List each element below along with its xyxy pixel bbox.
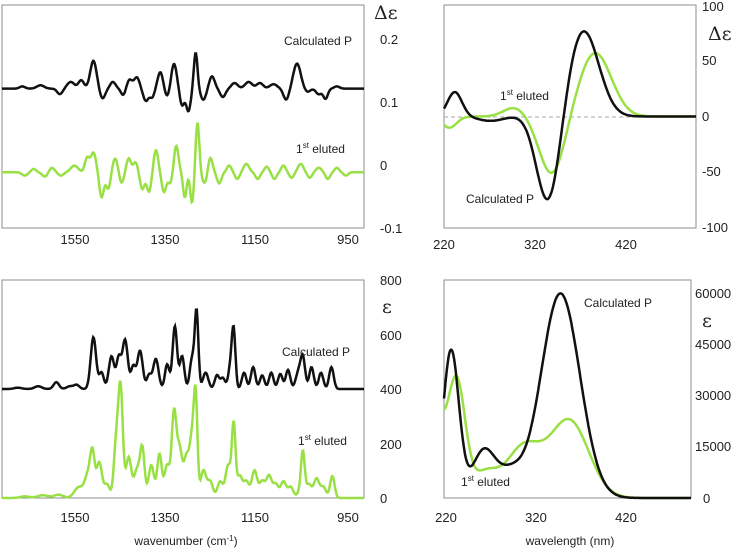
ecd-y-tick-2: 50 [702, 53, 716, 68]
ir-x-label-end: ) [234, 534, 238, 548]
vcd-eluted-line [2, 122, 364, 205]
ecd-eluted-label: 1st eluted [500, 88, 549, 103]
ir-eluted-num: 1 [298, 434, 305, 448]
ir-y-tick-3: 400 [380, 382, 402, 397]
uv-y-tick-1: 60000 [695, 286, 731, 301]
uv-y-tick-5: 0 [703, 491, 710, 506]
vcd-x-tick-2: 1350 [151, 232, 180, 247]
vcd-eluted-label: 1st eluted [296, 141, 345, 156]
ecd-x-tick-3: 420 [615, 237, 637, 252]
uv-x-tick-2: 320 [525, 510, 547, 525]
uv-eluted-sup: st [468, 474, 475, 483]
ecd-calculated-line [442, 30, 696, 201]
vcd-x-tick-4: 950 [337, 232, 359, 247]
vcd-x-tick-3: 1150 [241, 232, 269, 247]
ir-calculated-line [2, 308, 364, 391]
uv-y-tick-4: 15000 [695, 439, 731, 454]
ecd-panel: 100 50 0 -50 -100 Δε 220 320 420 1st elu… [433, 0, 731, 252]
uv-x-tick-1: 220 [435, 510, 457, 525]
uv-x-tick-3: 420 [615, 510, 637, 525]
ir-eluted-sup: st [305, 433, 312, 442]
vcd-calculated-label: Calculated P [284, 34, 352, 48]
ir-x-label-main: wavenumber (cm [133, 534, 226, 548]
ir-x-tick-1: 1550 [61, 510, 90, 525]
vcd-y-tick-4: -0.1 [380, 221, 402, 236]
ecd-calculated-label: Calculated P [466, 192, 534, 206]
ir-y-tick-5: 0 [380, 491, 387, 506]
ecd-y-tick-3: 0 [702, 109, 709, 124]
vcd-panel: 0.2 0.1 0 -0.1 Δε 1550 1350 1150 950 Cal… [1, 2, 402, 247]
vcd-x-tick-1: 1550 [61, 232, 90, 247]
uv-panel: 60000 45000 30000 15000 0 ε 220 320 420 … [435, 279, 731, 548]
ecd-y-tick-4: -50 [702, 164, 721, 179]
uv-eluted-label: 1st eluted [461, 474, 510, 489]
uv-calculated-label: Calculated P [584, 296, 652, 310]
ir-eluted-rest: eluted [311, 434, 347, 448]
uv-calculated-line [442, 292, 691, 500]
ecd-x-tick-2: 320 [524, 237, 546, 252]
vcd-eluted-rest: eluted [309, 142, 345, 156]
uv-eluted-rest: eluted [474, 475, 510, 489]
vcd-eluted-num: 1 [296, 142, 303, 156]
uv-y-tick-2: 45000 [695, 337, 731, 352]
uv-frame [443, 279, 692, 499]
ecd-eluted-num: 1 [500, 89, 507, 103]
ecd-y-tick-1: 100 [702, 0, 724, 14]
ir-calculated-label: Calculated P [282, 345, 350, 359]
uv-y-label: ε [702, 310, 712, 332]
uv-x-label: wavelength (nm) [525, 534, 615, 548]
vcd-eluted-sup: st [303, 141, 310, 150]
vcd-y-tick-2: 0.1 [380, 95, 398, 110]
ir-frame [1, 279, 365, 499]
vcd-y-tick-3: 0 [380, 158, 387, 173]
vcd-y-tick-1: 0.2 [380, 32, 398, 47]
vcd-calculated-line [2, 52, 364, 113]
ir-x-tick-2: 1350 [151, 510, 180, 525]
ir-eluted-line [2, 380, 364, 500]
ecd-eluted-rest: eluted [513, 89, 549, 103]
ir-y-label: ε [382, 296, 392, 318]
ir-x-tick-4: 950 [337, 510, 359, 525]
ir-x-tick-3: 1150 [241, 510, 269, 525]
ecd-y-label: Δε [708, 23, 732, 45]
ir-y-tick-1: 800 [380, 273, 402, 288]
ecd-y-tick-5: -100 [702, 220, 728, 235]
ir-panel: 800 600 400 200 0 ε 1550 1350 1150 950 w… [1, 273, 402, 548]
uv-eluted-num: 1 [461, 475, 468, 489]
vcd-frame [1, 4, 365, 229]
ir-eluted-label: 1st eluted [298, 433, 347, 448]
uv-y-tick-3: 30000 [695, 388, 731, 403]
ir-y-tick-2: 600 [380, 328, 402, 343]
vcd-y-label: Δε [374, 2, 398, 24]
ecd-x-tick-1: 220 [433, 237, 455, 252]
ecd-eluted-sup: st [507, 88, 514, 97]
ir-y-tick-4: 200 [380, 437, 402, 452]
ir-x-label-sup: -1 [226, 534, 234, 543]
ir-x-label: wavenumber (cm-1) [133, 534, 237, 548]
